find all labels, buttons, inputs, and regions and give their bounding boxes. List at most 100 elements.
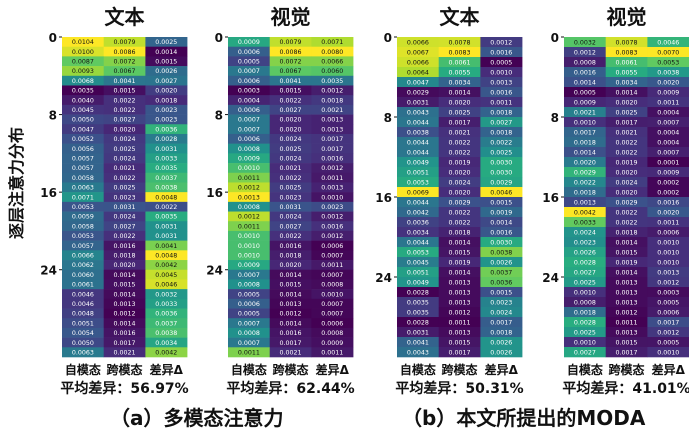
cell-label: 0.0022 [114,175,136,182]
cell-label: 0.0033 [574,219,596,226]
heatmap-cell [103,289,146,300]
y-tick-label: 16 [206,186,223,200]
cell-label: 0.0022 [616,219,638,226]
cell-label: 0.0058 [72,175,94,182]
heatmap-cell [228,114,270,125]
cell-label: 0.0013 [616,299,638,306]
heatmap-cell [269,240,312,251]
cell-label: 0.0020 [280,126,302,133]
heatmap-cell [311,260,354,271]
cell-label: 0.0017 [490,319,512,326]
heatmap-cell [397,297,439,308]
cell-label: 0.0019 [616,259,638,266]
heatmap-cell [311,133,354,144]
heatmap-cell [397,37,439,48]
heatmap-cell [62,66,104,77]
cell-label: 0.0048 [155,194,177,201]
cell-label: 0.0007 [238,68,260,75]
column-label: 自模态 [567,362,603,377]
cell-label: 0.0010 [321,291,343,298]
cell-label: 0.0044 [407,139,429,146]
cell-label: 0.0022 [114,97,136,104]
heatmap-cell [647,197,689,208]
heatmap-cell [228,143,270,154]
heatmap-cell [564,287,606,298]
cell-label: 0.0020 [657,209,679,216]
cell-label: 0.0031 [407,329,429,336]
cell-label: 0.0006 [321,320,343,327]
heatmap-cell [62,46,104,57]
cell-label: 0.0022 [114,233,136,240]
heatmap-cell [605,237,648,248]
heatmap-cell [269,201,312,212]
heatmap-cell [605,177,648,188]
heatmap-cell [103,85,146,96]
cell-label: 0.0012 [321,233,343,240]
y-tick-label: 8 [215,109,223,123]
heatmap-cell [269,124,312,135]
column-label: 自模态 [231,362,267,377]
cell-label: 0.0009 [657,89,679,96]
cell-label: 0.0017 [449,119,471,126]
heatmap-cell [62,279,104,290]
panel-title: 视觉 [271,5,311,29]
cell-label: 0.0012 [616,309,638,316]
cell-label: 0.0013 [238,194,260,201]
heatmap-cell [228,347,270,358]
heatmap-cell [564,187,606,198]
heatmap-cell [397,327,439,338]
cell-label: 0.0018 [574,139,596,146]
cell-label: 0.0093 [72,68,94,75]
cell-label: 0.0019 [490,209,512,216]
cell-label: 0.0024 [449,179,471,186]
y-tick-label: 24 [542,271,559,285]
heatmap-cell [145,230,188,241]
cell-label: 0.0026 [574,249,596,256]
cell-label: 0.0006 [238,107,260,114]
heatmap-cell [647,157,689,168]
cell-label: 0.0010 [574,119,596,126]
heatmap-cell [397,87,439,98]
column-label: 差异Δ [149,362,184,377]
cell-label: 0.0018 [321,97,343,104]
cell-label: 0.0013 [449,279,471,286]
cell-label: 0.0061 [72,282,94,289]
cell-label: 0.0022 [490,139,512,146]
cell-label: 0.0022 [449,219,471,226]
heatmap-cell [269,133,312,144]
heatmap-cell [397,147,439,158]
cell-label: 0.0034 [449,79,471,86]
heatmap-cell [103,279,146,290]
heatmap-cell [480,317,523,328]
heatmap-cell [269,279,312,290]
heatmap-cell [145,95,188,106]
cell-label: 0.0011 [490,99,512,106]
heatmap-cell [605,37,648,48]
cell-label: 0.0024 [114,156,136,163]
heatmap-cell [269,230,312,241]
cell-label: 0.0028 [574,319,596,326]
heatmap-cell [145,260,188,271]
heatmap-cell [647,57,689,68]
heatmap-cell [397,107,439,118]
heatmap-cell [228,269,270,280]
heatmap-cell [145,182,188,193]
cell-label: 0.0053 [407,249,429,256]
cell-label: 0.0016 [490,229,512,236]
heatmap-cell [438,167,481,178]
heatmap-cell [62,192,104,203]
heatmap-cell [438,157,481,168]
cell-label: 0.0017 [574,129,596,136]
cell-label: 0.0031 [155,146,177,153]
heatmap-cell [605,297,648,308]
cell-label: 0.0046 [155,282,177,289]
y-tick-label: 8 [551,111,559,125]
heatmap-cell [605,217,648,228]
cell-label: 0.0046 [72,291,94,298]
cell-label: 0.0015 [616,339,638,346]
heatmap-cell [480,177,523,188]
heatmap-cell [605,287,648,298]
heatmap-cell [145,250,188,261]
cell-label: 0.0021 [321,107,343,114]
heatmap-cell [397,77,439,88]
